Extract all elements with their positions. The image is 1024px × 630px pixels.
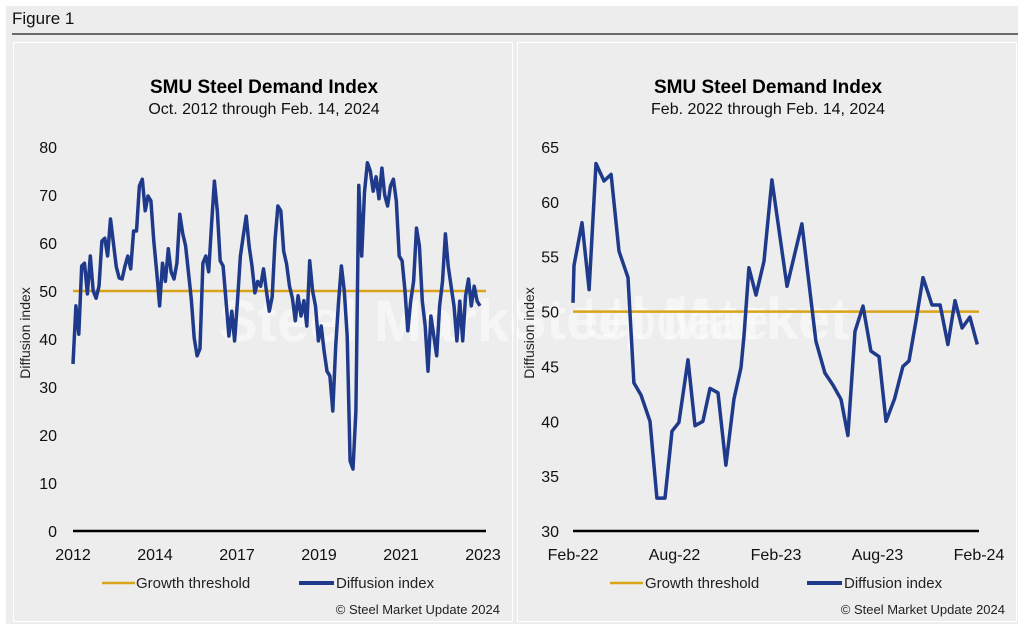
y-tick-label: 40 bbox=[541, 414, 559, 431]
y-tick-label: 80 bbox=[39, 140, 57, 157]
diffusion-index-line bbox=[71, 161, 482, 471]
watermark-text-light: Update bbox=[582, 287, 769, 352]
y-axis-label: Diffusion index bbox=[521, 287, 537, 379]
chart-subtitle: Oct. 2012 through Feb. 14, 2024 bbox=[148, 101, 379, 118]
x-tick-label: 2017 bbox=[219, 547, 255, 564]
y-tick-label: 55 bbox=[541, 250, 559, 267]
x-tick-label: 2019 bbox=[301, 547, 337, 564]
chart-title: SMU Steel Demand Index bbox=[654, 77, 882, 98]
y-tick-label: 10 bbox=[39, 476, 57, 493]
copyright-text: © Steel Market Update 2024 bbox=[841, 602, 1005, 617]
legend: Growth threshold Diffusion index bbox=[610, 575, 943, 592]
x-tick-label: 2021 bbox=[383, 547, 419, 564]
x-tick-label: Aug-22 bbox=[649, 547, 701, 564]
copyright-text: © Steel Market Update 2024 bbox=[336, 602, 500, 617]
y-tick-label: 30 bbox=[39, 380, 57, 397]
y-tick-label: 40 bbox=[39, 332, 57, 349]
y-tick-label: 0 bbox=[48, 524, 57, 541]
y-tick-label: 30 bbox=[541, 524, 559, 541]
x-tick-label: 2014 bbox=[137, 547, 173, 564]
x-tick-label: Feb-22 bbox=[548, 547, 599, 564]
chart-title: SMU Steel Demand Index bbox=[150, 77, 378, 98]
diffusion-index-line bbox=[571, 161, 979, 500]
chart-subtitle: Feb. 2022 through Feb. 14, 2024 bbox=[651, 101, 885, 118]
y-tick-label: 60 bbox=[39, 236, 57, 253]
legend-label-growth-threshold: Growth threshold bbox=[645, 575, 759, 592]
chart-recent: SMU Steel Demand Index Feb. 2022 through… bbox=[518, 77, 1005, 617]
y-tick-label: 20 bbox=[39, 428, 57, 445]
x-tick-label: 2023 bbox=[465, 547, 501, 564]
figure-divider bbox=[12, 33, 1018, 35]
chart-long-term: SMU Steel Demand Index Oct. 2012 through… bbox=[17, 77, 514, 617]
y-tick-label: 50 bbox=[541, 305, 559, 322]
y-tick-label: 45 bbox=[541, 359, 559, 376]
y-tick-label: 35 bbox=[541, 469, 559, 486]
legend: Growth threshold Diffusion index bbox=[102, 575, 435, 592]
legend-label-diffusion-index: Diffusion index bbox=[336, 575, 435, 592]
legend-label-growth-threshold: Growth threshold bbox=[136, 575, 250, 592]
y-tick-label: 50 bbox=[39, 284, 57, 301]
y-tick-label: 65 bbox=[541, 140, 559, 157]
y-tick-label: 60 bbox=[541, 195, 559, 212]
legend-label-diffusion-index: Diffusion index bbox=[844, 575, 943, 592]
y-axis-label: Diffusion index bbox=[17, 287, 33, 379]
y-tick-label: 70 bbox=[39, 188, 57, 205]
watermark: Steel Market Update bbox=[518, 287, 850, 352]
chart-panel-recent: SMU Steel Demand Index Feb. 2022 through… bbox=[517, 42, 1017, 622]
chart-panel-long-term: SMU Steel Demand Index Oct. 2012 through… bbox=[13, 42, 514, 622]
x-tick-label: Feb-24 bbox=[954, 547, 1005, 564]
x-tick-label: Aug-23 bbox=[852, 547, 904, 564]
x-tick-label: 2012 bbox=[55, 547, 91, 564]
x-tick-label: Feb-23 bbox=[751, 547, 802, 564]
figure-title: Figure 1 bbox=[12, 9, 75, 28]
